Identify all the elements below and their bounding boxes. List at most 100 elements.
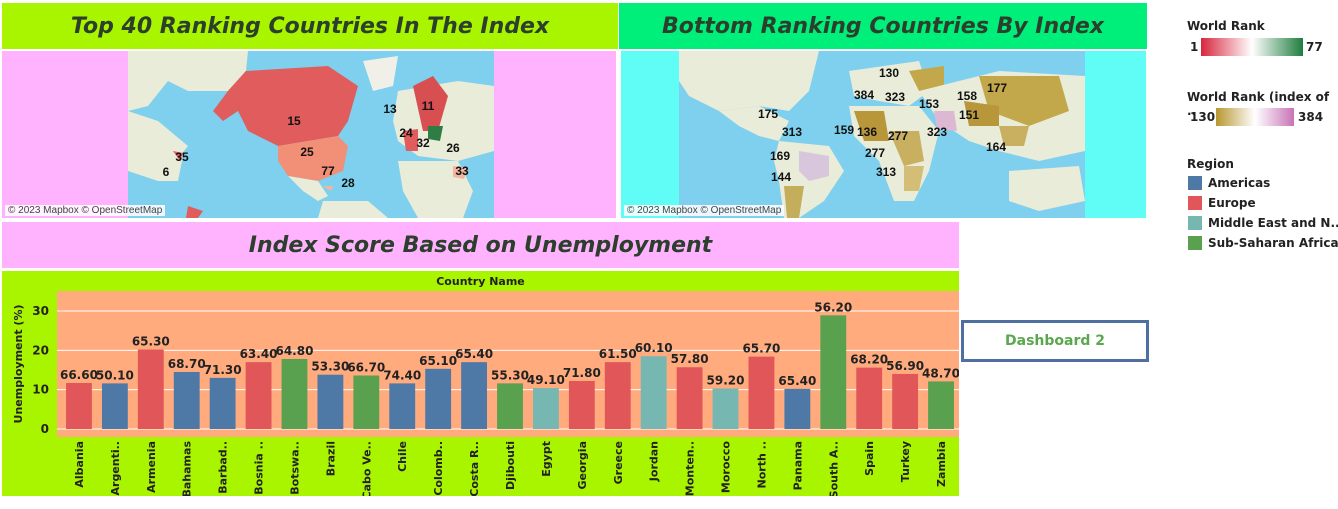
top-ranking-map[interactable]: 15 25 77 28 35 6 13 11 24 32 26 33 — [128, 51, 494, 218]
map-label: 130 — [878, 66, 900, 80]
x-tick-label[interactable]: Colomb.. — [432, 441, 445, 496]
x-tick-label[interactable]: Cabo Ve.. — [360, 441, 373, 496]
dashboard-2-button[interactable]: Dashboard 2 — [961, 320, 1149, 362]
x-tick-label[interactable]: Monten.. — [684, 441, 697, 496]
country-shape — [904, 166, 924, 191]
map-attribution[interactable]: © 2023 Mapbox © OpenStreetMap — [5, 205, 166, 216]
country-shape — [999, 126, 1029, 146]
bar[interactable] — [712, 388, 739, 429]
bar[interactable] — [640, 356, 667, 429]
land-shape — [318, 201, 388, 218]
x-tick-label[interactable]: Brazil — [324, 441, 337, 476]
bar[interactable] — [101, 383, 128, 429]
bar[interactable] — [928, 381, 954, 429]
map-label: 136 — [856, 125, 878, 139]
region-legend-item[interactable]: Middle East and N.. — [1188, 216, 1338, 230]
bar-data-label: 68.70 — [168, 357, 206, 371]
x-tick-label[interactable]: Djibouti — [504, 441, 517, 490]
bar[interactable] — [209, 377, 236, 429]
bar[interactable] — [856, 367, 883, 429]
bar-data-label: 65.70 — [742, 342, 780, 356]
x-tick-label[interactable]: Chile — [396, 441, 409, 472]
island-shape — [323, 186, 333, 191]
bar[interactable] — [748, 356, 775, 429]
x-tick-label[interactable]: Bahamas — [181, 441, 194, 496]
x-tick-label[interactable]: Armenia — [145, 441, 158, 493]
bar[interactable] — [532, 388, 559, 429]
world-rank-index-min: 130 — [1190, 110, 1216, 124]
x-tick-label[interactable]: Spain — [863, 441, 876, 476]
scandinavia-shape — [413, 76, 448, 131]
map-attribution[interactable]: © 2023 Mapbox © OpenStreetMap — [624, 205, 785, 216]
europe-country-shape — [403, 129, 418, 151]
bar[interactable] — [604, 362, 631, 429]
x-tick-label[interactable]: South A.. — [827, 441, 840, 496]
world-rank-index-gradient[interactable] — [1216, 108, 1294, 126]
x-tick-label[interactable]: Albania — [73, 441, 86, 488]
region-legend-item[interactable]: Europe — [1188, 196, 1256, 210]
map-label: 313 — [781, 125, 803, 139]
bar[interactable] — [497, 383, 523, 429]
region-swatch — [1188, 176, 1202, 190]
x-tick-label[interactable]: Costa R.. — [468, 441, 481, 496]
region-legend-item[interactable]: Americas — [1188, 176, 1270, 190]
x-tick-label[interactable]: Egypt — [540, 441, 553, 477]
x-tick-label[interactable]: Georgia — [576, 441, 589, 490]
country-shape — [934, 111, 957, 131]
bar[interactable] — [137, 349, 164, 429]
x-tick-label[interactable]: Bosnia .. — [253, 441, 266, 495]
alaska-shape — [213, 71, 246, 121]
bottom-ranking-map[interactable]: 130 384 323 158 177 153 151 323 164 175 … — [679, 51, 1085, 218]
bar[interactable] — [353, 375, 380, 429]
bar[interactable] — [892, 373, 919, 429]
map-label: 169 — [769, 149, 791, 163]
world-rank-gradient[interactable] — [1201, 38, 1303, 56]
bar[interactable] — [784, 388, 811, 429]
bar-data-label: 65.40 — [778, 374, 816, 388]
x-tick-label[interactable]: Zambia — [935, 441, 948, 487]
unemployment-chart-title: Index Score Based on Unemployment — [2, 222, 959, 268]
x-tick-label[interactable]: Botswa.. — [288, 441, 301, 495]
bar[interactable] — [676, 367, 703, 429]
bar[interactable] — [281, 358, 308, 429]
x-tick-label[interactable]: Morocco — [720, 441, 733, 494]
x-tick-label[interactable]: Panama — [791, 441, 804, 490]
x-tick-label[interactable]: Argenti.. — [109, 441, 122, 496]
y-tick-label: 20 — [32, 343, 49, 357]
bar[interactable] — [461, 362, 488, 429]
region-label: Sub-Saharan Africa — [1208, 236, 1338, 250]
bar[interactable] — [66, 382, 92, 429]
map-label: 159 — [833, 123, 855, 137]
x-tick-label[interactable]: Barbad.. — [217, 441, 230, 494]
bar[interactable] — [317, 374, 344, 429]
x-tick-label[interactable]: Greece — [612, 441, 625, 484]
bar[interactable] — [389, 383, 416, 429]
bar-data-label: 56.20 — [814, 300, 852, 314]
canada-shape — [228, 66, 358, 146]
bar[interactable] — [820, 315, 847, 429]
x-tick-label[interactable]: Jordan — [648, 441, 661, 482]
map-label: 33 — [455, 164, 469, 178]
map-label: 6 — [162, 165, 170, 179]
map-label: 25 — [300, 145, 314, 159]
bar[interactable] — [568, 381, 595, 429]
x-tick-label[interactable]: Turkey — [899, 441, 912, 482]
bar-data-label: 64.80 — [275, 344, 313, 358]
country-shape — [173, 151, 183, 161]
bar[interactable] — [173, 371, 200, 429]
region-legend-item[interactable]: Sub-Saharan Africa — [1188, 236, 1338, 250]
country-shape — [784, 186, 804, 218]
y-tick-label: 0 — [41, 422, 49, 436]
country-shape — [453, 166, 468, 179]
bar-data-label: 65.30 — [132, 335, 170, 349]
y-tick-label: 30 — [32, 304, 49, 318]
world-rank-min: 1 — [1190, 40, 1199, 54]
map-label: 35 — [175, 150, 189, 164]
bar[interactable] — [425, 368, 452, 429]
bar-data-label: 49.10 — [527, 373, 565, 387]
world-rank-legend-title: World Rank — [1187, 19, 1265, 33]
map-label: 164 — [985, 140, 1007, 154]
bar-data-label: 74.40 — [383, 368, 421, 382]
x-tick-label[interactable]: North .. — [755, 441, 768, 488]
bar[interactable] — [245, 362, 272, 429]
